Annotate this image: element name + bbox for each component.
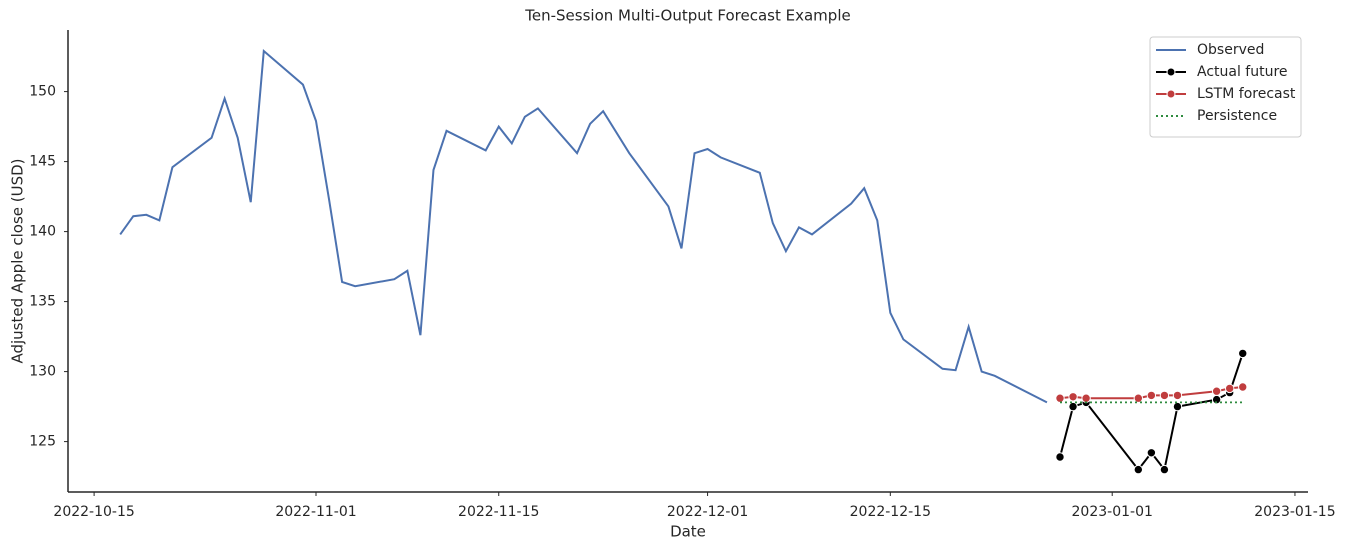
x-tick-label: 2023-01-15 (1254, 504, 1335, 520)
series-marker (1159, 390, 1170, 401)
y-tick-label: 130 (29, 364, 56, 380)
series-line (1059, 386, 1243, 400)
x-tick-label: 2022-11-01 (275, 504, 356, 520)
y-axis-label: Adjusted Apple close (USD) (9, 158, 27, 363)
y-tick-label: 145 (29, 154, 56, 170)
series-marker (1238, 348, 1248, 359)
x-tick-label: 2022-12-01 (667, 504, 748, 520)
chart-title: Ten-Session Multi-Output Forecast Exampl… (524, 7, 850, 25)
x-tick-label: 2023-01-01 (1072, 504, 1153, 520)
series-marker (1146, 390, 1157, 401)
series-marker (1211, 386, 1222, 396)
legend-marker (1166, 67, 1176, 77)
legend-label: Actual future (1197, 64, 1288, 80)
series-marker (1133, 393, 1144, 403)
series-marker (1068, 392, 1078, 402)
legend-marker (1166, 89, 1176, 99)
legend-label: Persistence (1197, 108, 1277, 124)
x-tick-label: 2022-10-15 (53, 504, 134, 520)
x-tick-label: 2022-12-15 (850, 504, 931, 520)
series-marker (1172, 390, 1183, 401)
y-tick-label: 150 (29, 84, 56, 100)
series-marker (1081, 393, 1091, 403)
legend-box (1149, 36, 1302, 138)
series-marker (1133, 464, 1144, 475)
series-marker (1146, 448, 1157, 458)
series-marker (1172, 401, 1183, 412)
y-tick-label: 135 (29, 294, 56, 310)
series-line (119, 48, 1048, 404)
x-tick-label: 2022-11-15 (458, 504, 539, 520)
series-marker (1224, 383, 1235, 394)
series-marker (1055, 393, 1065, 403)
y-tick-label: 125 (29, 434, 56, 450)
series-line (1059, 353, 1244, 472)
series-marker (1055, 452, 1065, 462)
series-marker (1159, 464, 1170, 475)
series-marker (1238, 382, 1248, 392)
y-tick-label: 140 (29, 224, 56, 240)
series-marker (1068, 401, 1078, 412)
legend-label: LSTM forecast (1197, 86, 1296, 102)
x-axis-label: Date (670, 523, 706, 541)
legend-label: Observed (1197, 42, 1264, 58)
